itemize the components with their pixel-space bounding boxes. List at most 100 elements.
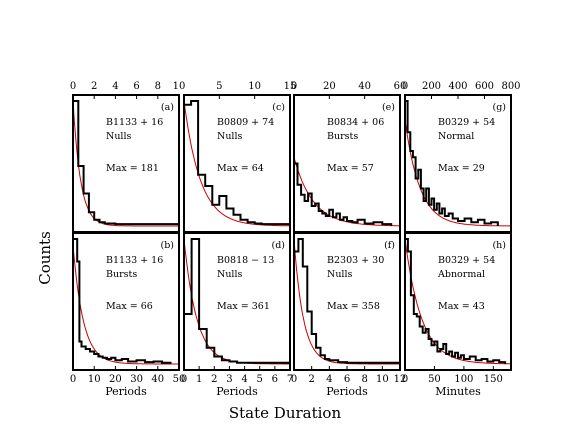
x-tick-label: 0 — [70, 81, 76, 92]
panel-frame — [72, 232, 180, 371]
x-tick-label: 800 — [501, 81, 520, 92]
x-tick-label: 5 — [257, 374, 263, 385]
fit-curve — [72, 100, 179, 227]
state-label: Nulls — [327, 269, 353, 280]
x-tick-label: 2 — [211, 374, 217, 385]
panel-letter: (g) — [493, 102, 507, 113]
panel-letter: (e) — [382, 102, 395, 113]
panel-frame — [183, 232, 291, 371]
panel-letter: (f) — [384, 240, 395, 251]
x-tick-label: 100 — [454, 374, 473, 385]
x-tick-label: 15 — [284, 81, 297, 92]
panel-x-label: Periods — [326, 385, 368, 398]
panel-letter: (a) — [161, 102, 174, 113]
x-tick-label: 0 — [291, 81, 297, 92]
pulsar-name: B0329 + 54 — [438, 255, 495, 266]
panel-x-label: Minutes — [435, 385, 481, 398]
x-tick-label: 150 — [484, 374, 503, 385]
x-tick-label: 10 — [173, 81, 186, 92]
state-label: Nulls — [217, 269, 243, 280]
max-count-label: Max = 358 — [327, 301, 380, 312]
pulsar-name: B0818 − 13 — [217, 255, 274, 266]
histogram-steps — [183, 238, 291, 364]
state-label: Bursts — [106, 269, 137, 280]
x-tick-label: 0 — [70, 374, 76, 385]
x-tick-label: 6 — [344, 374, 350, 385]
x-tick-label: 2 — [91, 81, 97, 92]
max-count-label: Max = 64 — [217, 163, 264, 174]
state-label: Abnormal — [437, 269, 485, 280]
x-tick-label: 600 — [475, 81, 494, 92]
pulsar-name: B2303 + 30 — [327, 255, 384, 266]
x-tick-label: 12 — [394, 374, 407, 385]
x-tick-label: 30 — [130, 374, 143, 385]
x-tick-label: 10 — [376, 374, 389, 385]
fit-curve — [183, 100, 290, 227]
max-count-label: Max = 361 — [217, 301, 270, 312]
x-tick-label: 10 — [88, 374, 101, 385]
x-tick-label: 3 — [226, 374, 232, 385]
panel-e: 0 20 40 60 (e) B0834 + 06 Bursts Max = 57 — [291, 81, 407, 233]
panel-x-label: Periods — [216, 385, 258, 398]
max-count-label: Max = 181 — [106, 163, 159, 174]
panel-b: 0 10 20 30 40 50 (b) B1133 + 16 Bursts Max = 66 Pe… — [70, 232, 186, 398]
pulsar-name: B0809 + 74 — [217, 117, 274, 128]
histogram-steps — [183, 100, 291, 226]
fit-curve — [404, 238, 511, 365]
histogram-steps — [72, 100, 180, 226]
panel-x-label: Periods — [105, 385, 147, 398]
panel-letter: (b) — [161, 240, 175, 251]
panel-letter: (c) — [272, 102, 285, 113]
x-tick-label: 50 — [173, 374, 186, 385]
fit-curve — [72, 245, 179, 365]
state-label: Bursts — [327, 131, 358, 142]
x-tick-label: 8 — [361, 374, 367, 385]
x-tick-label: 200 — [422, 81, 441, 92]
x-tick-label: 400 — [448, 81, 467, 92]
x-tick-label: 5 — [216, 81, 222, 92]
x-tick-label: 8 — [155, 81, 161, 92]
state-label: Nulls — [106, 131, 132, 142]
x-tick-label: 10 — [248, 81, 261, 92]
x-tick-label: 4 — [241, 374, 247, 385]
panel-a: 0 2 4 6 8 10 (a) B1133 + 16 Nulls Max = 181 — [70, 81, 186, 233]
x-tick-label: 6 — [272, 374, 278, 385]
histogram-steps — [293, 238, 401, 364]
panel-letter: (d) — [272, 240, 286, 251]
histogram-steps — [293, 162, 393, 226]
state-label: Nulls — [217, 131, 243, 142]
x-tick-label: 4 — [112, 81, 118, 92]
y-axis-label: Counts — [36, 231, 54, 285]
x-tick-label: 40 — [358, 81, 371, 92]
x-tick-label: 0 — [402, 81, 408, 92]
histogram-steps — [72, 238, 172, 364]
panel-c: 5 10 15 (c) B0809 + 74 Nulls Max = 64 — [183, 81, 297, 233]
x-tick-label: 60 — [394, 81, 407, 92]
panel-d: 0 1 2 3 4 5 6 7 (d) B0818 − 13 Nulls Max = 361 Perio… — [181, 232, 293, 398]
x-tick-label: 6 — [133, 81, 139, 92]
panel-f: 0 2 4 6 8 10 12 (f)B2303 + 30 Nulls Max = 358 Peri… — [291, 232, 407, 398]
histogram-steps — [404, 100, 499, 226]
pulsar-name: B0834 + 06 — [327, 117, 384, 128]
histogram-steps — [404, 238, 507, 364]
x-tick-label: 2 — [308, 374, 314, 385]
pulsar-name: B0329 + 54 — [438, 117, 495, 128]
max-count-label: Max = 43 — [438, 301, 485, 312]
x-tick-label: 20 — [323, 81, 336, 92]
state-label: Normal — [438, 131, 474, 142]
x-tick-label: 20 — [109, 374, 122, 385]
x-tick-label: 4 — [326, 374, 332, 385]
max-count-label: Max = 57 — [327, 163, 374, 174]
pulsar-name: B1133 + 16 — [106, 255, 163, 266]
max-count-label: Max = 66 — [106, 301, 153, 312]
x-tick-label: 40 — [151, 374, 164, 385]
x-tick-label: 0 — [402, 374, 408, 385]
panel-frame — [404, 232, 512, 371]
panel-letter: (h) — [492, 240, 506, 251]
panel-g: 0 200 400 600 800 (g) B0329 + 54 Normal Max = 29 — [402, 81, 521, 233]
panel-h: 0 50 100 150 (h) B0329 + 54 Abnormal Max = 43 Mi… — [402, 232, 512, 398]
x-tick-label: 50 — [428, 374, 441, 385]
x-tick-label: 1 — [196, 374, 202, 385]
